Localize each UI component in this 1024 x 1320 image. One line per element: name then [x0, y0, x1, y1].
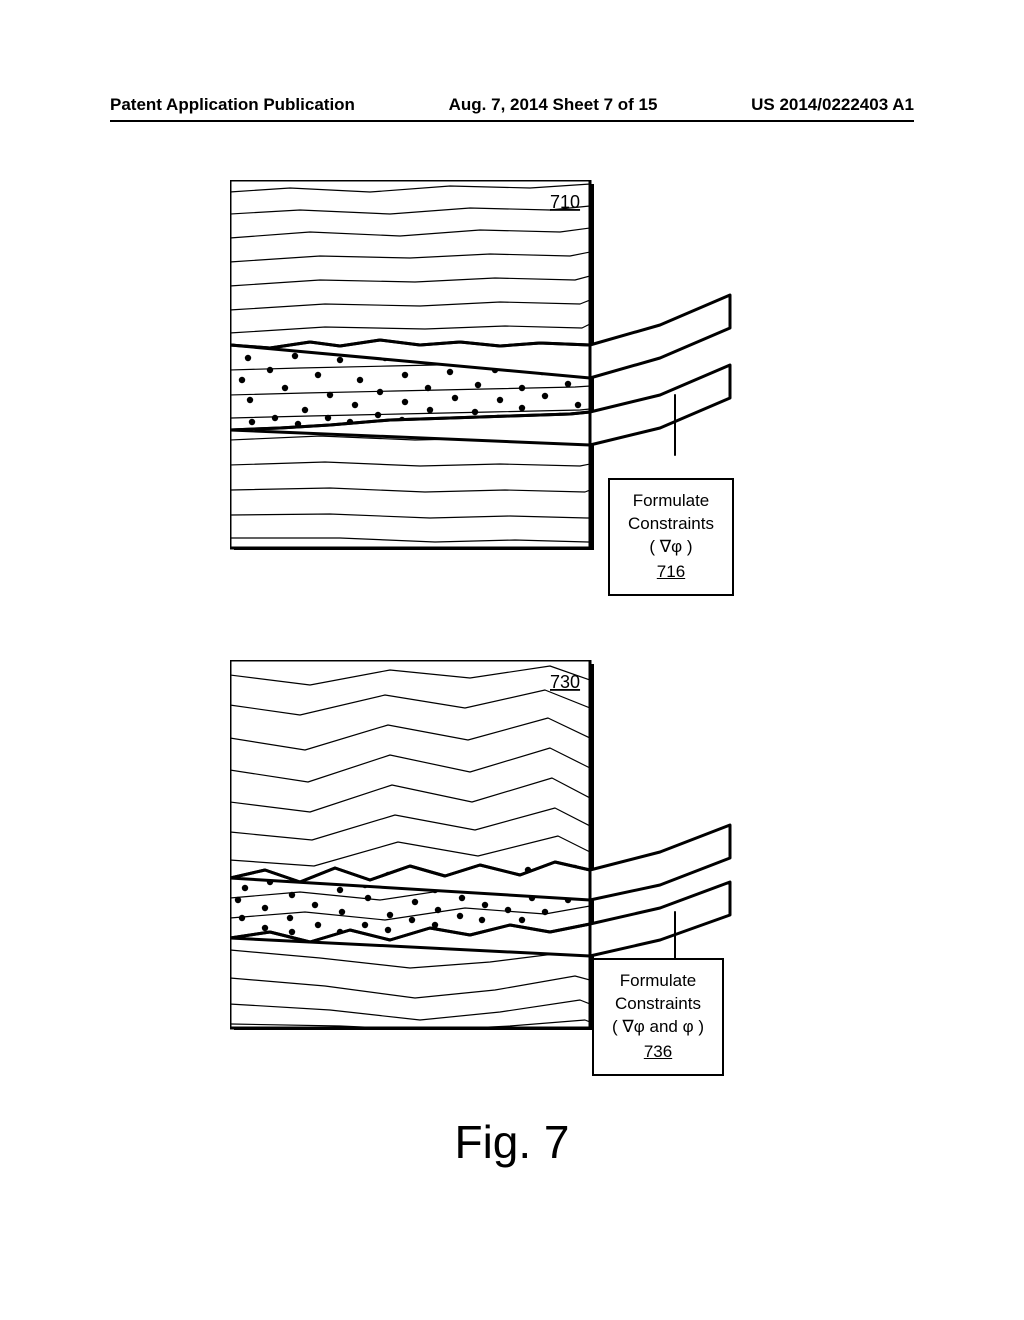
callout-line: ( ∇φ and φ ) — [612, 1017, 704, 1036]
callout-line: Constraints — [628, 514, 714, 533]
svg-text:710: 710 — [550, 192, 580, 212]
callout-line: Formulate — [633, 491, 710, 510]
header-center: Aug. 7, 2014 Sheet 7 of 15 — [449, 95, 658, 115]
callout-line: Constraints — [615, 994, 701, 1013]
svg-text:730: 730 — [550, 672, 580, 692]
callout-ref: 716 — [628, 561, 714, 584]
header-left: Patent Application Publication — [110, 95, 355, 115]
figure-caption: Fig. 7 — [0, 1115, 1024, 1169]
callout-ref: 736 — [612, 1041, 704, 1064]
header-right: US 2014/0222403 A1 — [751, 95, 914, 115]
callout-716: Formulate Constraints ( ∇φ ) 716 — [608, 478, 734, 596]
callout-line: ( ∇φ ) — [649, 537, 692, 556]
header-rule — [110, 120, 914, 122]
callout-736: Formulate Constraints ( ∇φ and φ ) 736 — [592, 958, 724, 1076]
callout-line: Formulate — [620, 971, 697, 990]
